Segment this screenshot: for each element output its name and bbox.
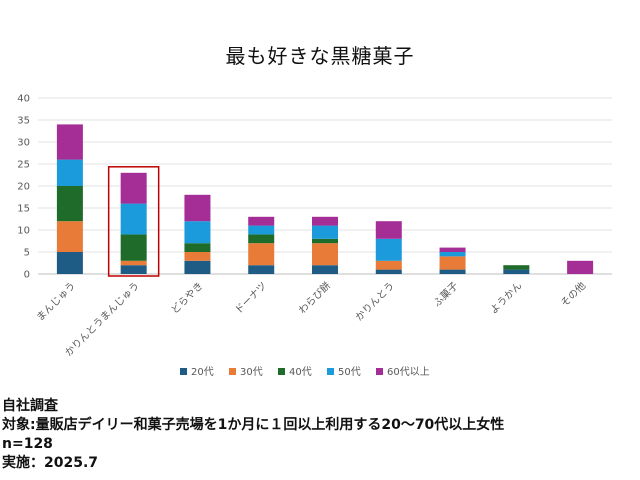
chart-title: 最も好きな黒糖菓子 <box>225 44 415 68</box>
highlight-box <box>107 166 160 277</box>
bar-segment <box>312 265 338 274</box>
bar-segment <box>439 252 466 257</box>
x-category-label: ドーナツ <box>233 280 270 317</box>
y-tick-label: 0 <box>24 270 30 281</box>
bar-segment <box>120 234 147 261</box>
bar-segment <box>184 194 211 222</box>
bar-segment <box>56 124 83 160</box>
bar-segment <box>120 260 147 266</box>
y-tick-label: 25 <box>17 160 30 171</box>
bar-segment <box>312 238 338 244</box>
y-tick-label: 15 <box>17 204 30 215</box>
legend-label: 30代 <box>240 366 263 378</box>
x-category-label: どらやき <box>169 280 206 317</box>
stacked-bar-chart: 0510152025303540まんじゅうかりんとうまんじゅう どらやき ドーナツわ… <box>17 94 612 378</box>
bar-segment <box>567 260 594 274</box>
bar-segment <box>56 252 83 274</box>
legend-swatch <box>278 368 285 375</box>
bar-segment <box>184 260 211 274</box>
bar-segment <box>375 221 402 239</box>
y-tick-label: 10 <box>17 226 30 237</box>
bar-segment <box>439 269 466 274</box>
legend-swatch <box>229 368 236 375</box>
bar-segment <box>375 260 402 270</box>
legend-swatch <box>376 368 383 375</box>
y-tick-label: 35 <box>17 116 30 127</box>
bar-segment <box>439 256 466 270</box>
legend-label: 40代 <box>289 366 312 378</box>
survey-date: 実施：2025.7 <box>2 455 99 471</box>
bar-segment <box>312 216 338 226</box>
sample-size: n=128 <box>2 436 53 452</box>
bar-segment <box>439 247 466 252</box>
x-category-label: まんじゅう <box>34 280 78 324</box>
survey-source: 自社調査 <box>2 398 58 414</box>
x-category-label: ようかん <box>488 280 525 317</box>
legend-label: 60代以上 <box>387 366 430 378</box>
bar-segment <box>503 269 530 274</box>
x-category-label: かりんとう <box>353 280 397 324</box>
bar-segment <box>184 221 211 244</box>
bar-segment <box>248 234 275 244</box>
bar-segment <box>248 225 275 235</box>
survey-notes: 自社調査 対象:量販店デイリー和菓子売場を1か月に１回以上利用する20～70代以… <box>2 397 504 473</box>
y-tick-label: 5 <box>24 248 30 259</box>
survey-target: 対象:量販店デイリー和菓子売場を1か月に１回以上利用する20～70代以上女性 <box>2 417 505 433</box>
bar-segment <box>120 172 147 204</box>
x-category-label: わらび餅 <box>296 279 333 316</box>
bar-segment <box>248 265 275 274</box>
bar-segment <box>375 238 402 261</box>
bar-segment <box>184 252 211 261</box>
bar-segment <box>56 159 83 186</box>
bar-segment <box>56 221 83 252</box>
y-tick-label: 40 <box>17 94 30 105</box>
bar-segment <box>312 243 338 266</box>
y-tick-label: 30 <box>17 138 30 149</box>
x-category-label: ふ菓子 <box>431 280 461 310</box>
legend-label: 50代 <box>338 366 361 378</box>
bar-segment <box>248 216 275 226</box>
bar-segment <box>120 265 147 274</box>
x-category-label: その他 <box>558 279 588 309</box>
bar-segment <box>503 265 530 270</box>
y-tick-label: 20 <box>17 182 30 193</box>
bar-segment <box>375 269 402 274</box>
legend-swatch <box>327 368 334 375</box>
bar-segment <box>248 243 275 266</box>
bar-segment <box>312 225 338 239</box>
bar-segment <box>184 243 211 252</box>
legend-label: 20代 <box>191 366 214 378</box>
bar-segment <box>120 203 147 235</box>
bar-segment <box>56 186 83 222</box>
legend-swatch <box>180 368 187 375</box>
